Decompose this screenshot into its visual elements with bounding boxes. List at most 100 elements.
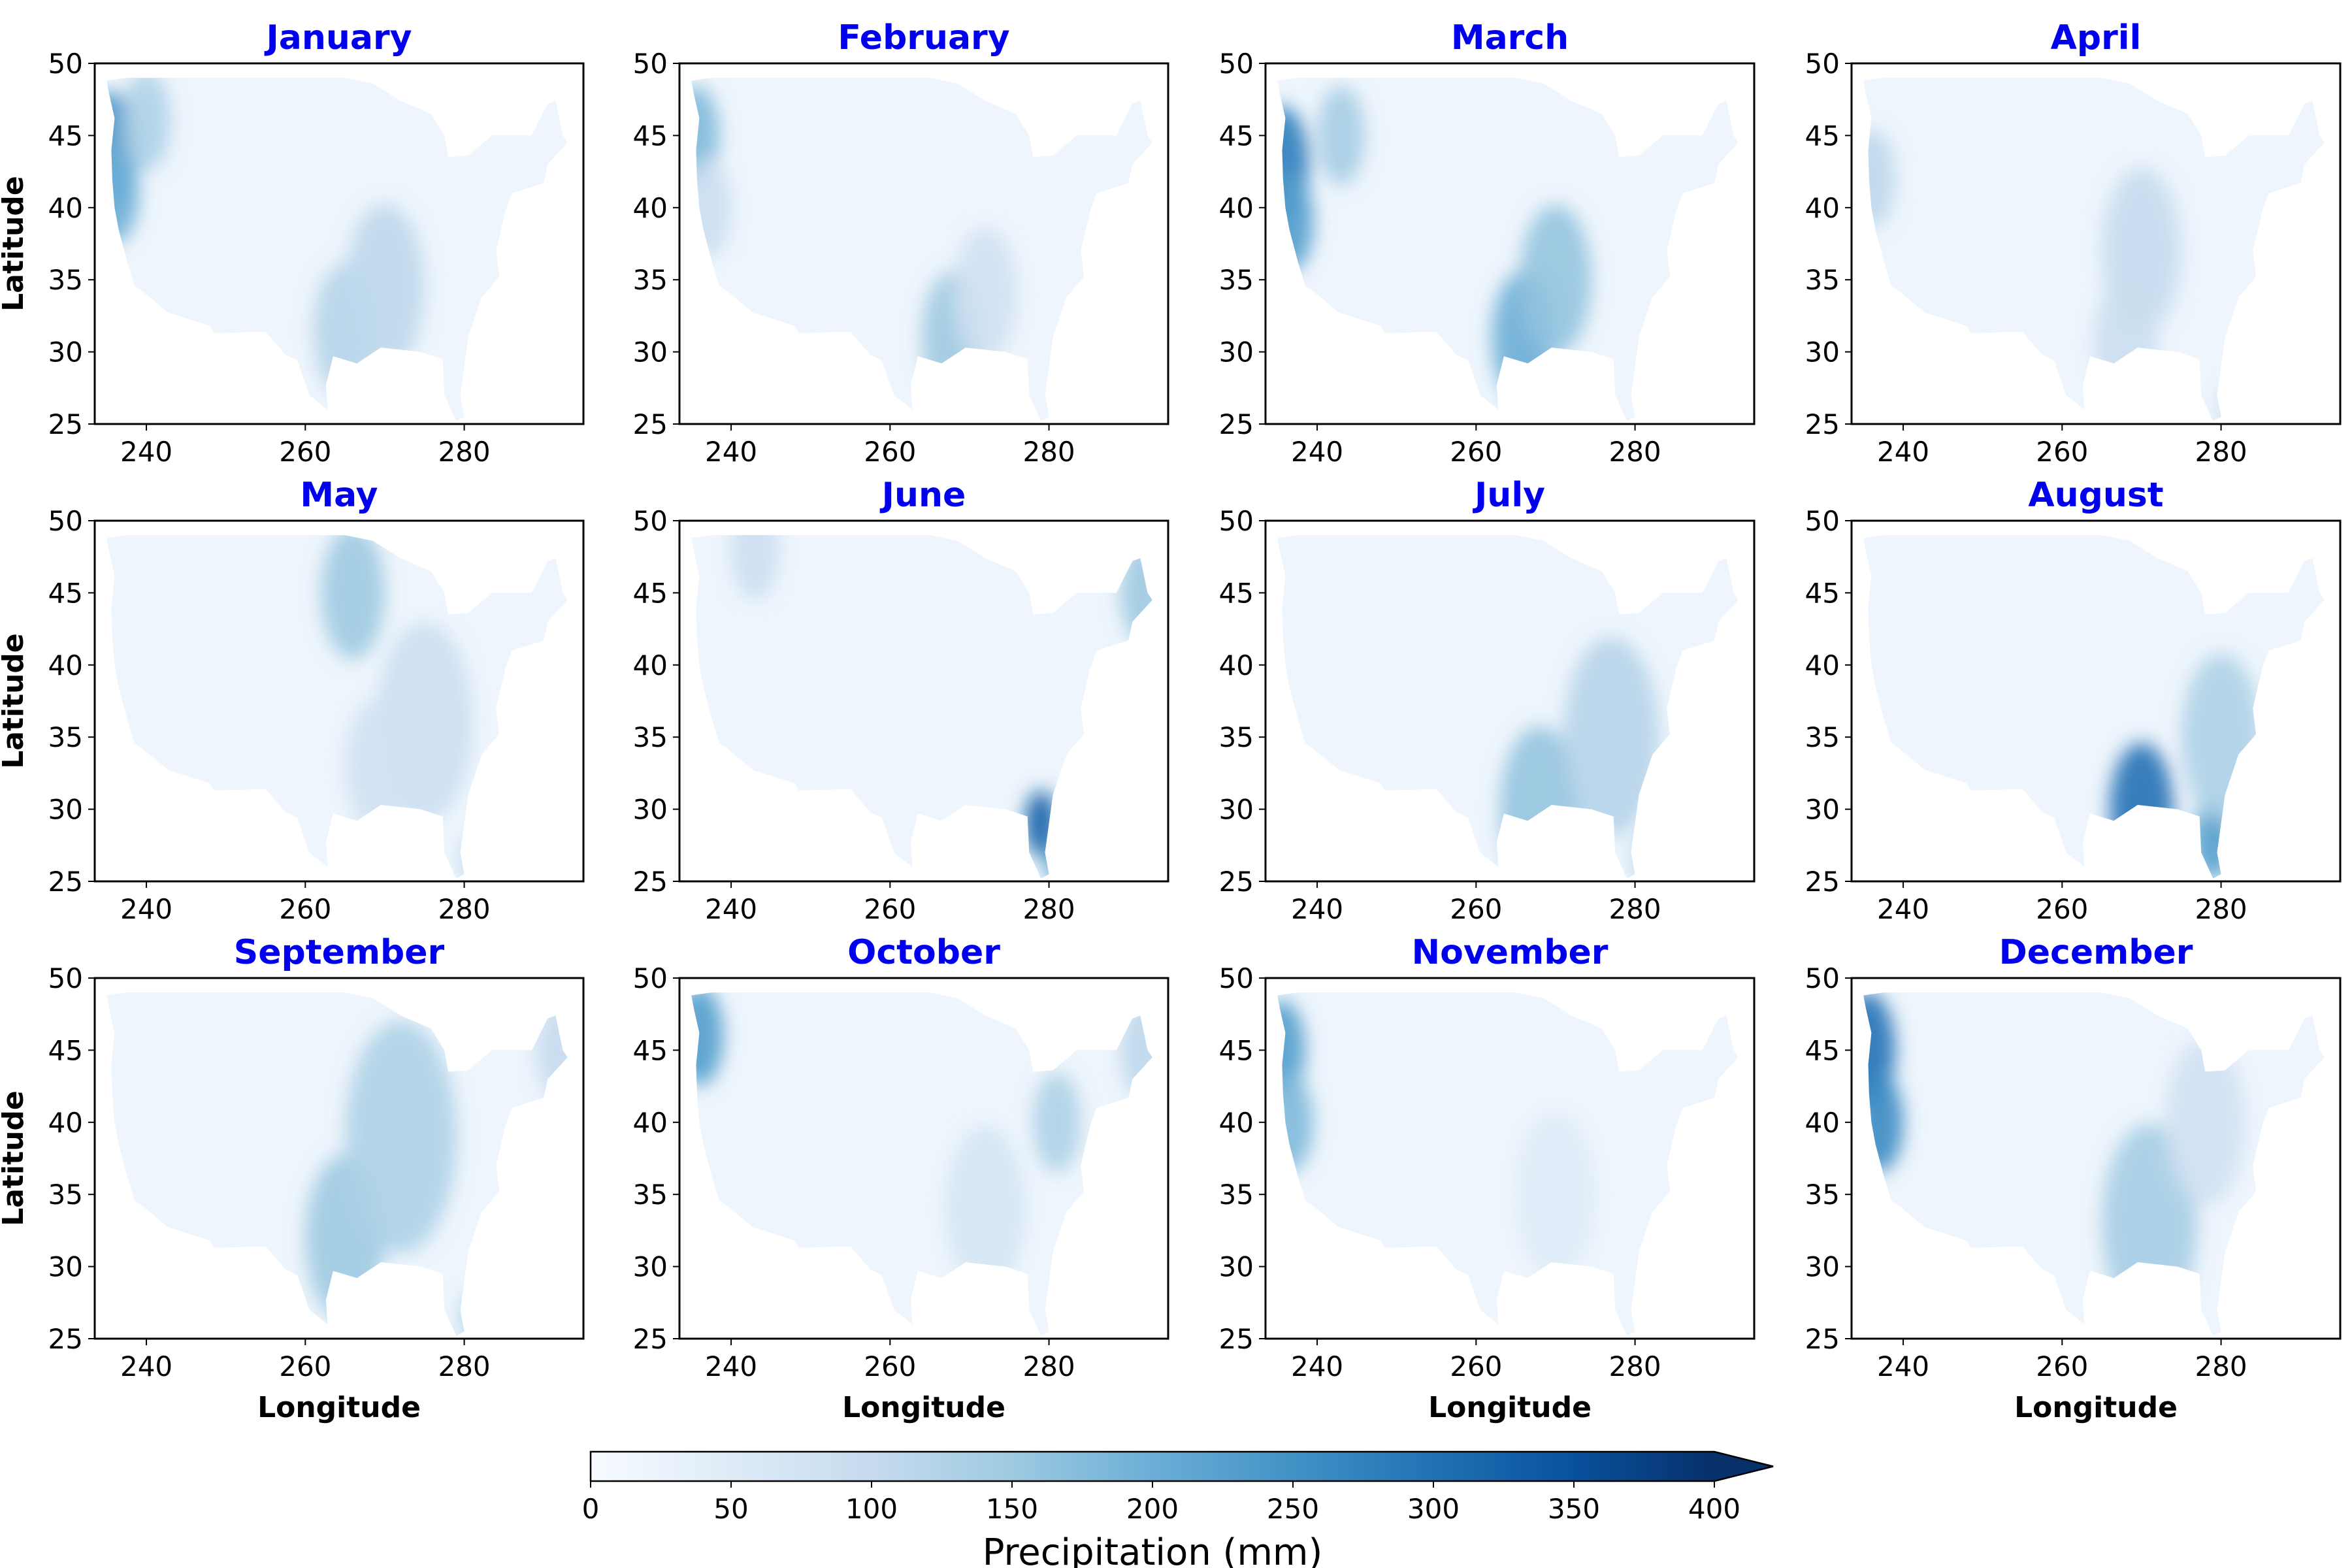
x-tick-label: 280 xyxy=(438,1350,490,1382)
y-tick-label: 50 xyxy=(48,505,83,537)
panel-january: January 25 30 35 40 45 50 240 260 280 Latitude xyxy=(0,18,585,468)
x-tick-label: 280 xyxy=(2195,893,2247,925)
y-axis-label: Latitude xyxy=(0,176,30,312)
y-tick-label: 40 xyxy=(1805,192,1840,224)
y-tick-label: 50 xyxy=(633,962,668,994)
y-tick-label: 45 xyxy=(48,577,83,609)
axes-frame xyxy=(1264,977,1756,1340)
x-tick-label: 280 xyxy=(1022,436,1075,468)
precip-hotspot xyxy=(1120,1000,1152,1100)
precip-hotspot xyxy=(106,143,139,243)
axes-frame xyxy=(93,977,585,1340)
axes-frame xyxy=(678,519,1169,883)
y-tick-label: 30 xyxy=(1219,1251,1254,1283)
y-tick-label: 25 xyxy=(633,1323,668,1355)
x-tick-label: 280 xyxy=(2195,1350,2247,1382)
conus-land xyxy=(691,992,1152,1336)
x-tick-label: 280 xyxy=(1022,893,1075,925)
y-tick-label: 45 xyxy=(1805,120,1840,152)
colorbar-tick-label: 100 xyxy=(845,1493,898,1525)
y-tick-label: 45 xyxy=(1805,1034,1840,1066)
axes-frame xyxy=(93,62,585,425)
x-axis-label: Longitude xyxy=(257,1391,421,1424)
colorbar-tick-label: 350 xyxy=(1548,1493,1600,1525)
precip-hotspot xyxy=(345,1021,457,1253)
conus-land xyxy=(1277,535,1739,879)
y-tick-label: 40 xyxy=(48,649,83,681)
conus-land xyxy=(1863,78,2325,421)
y-tick-label: 25 xyxy=(1805,408,1840,440)
conus-land xyxy=(1863,992,2325,1336)
y-tick-label: 45 xyxy=(1805,577,1840,609)
panel-september: September 25 30 35 40 45 50 240 260 280 Latitude Lo… xyxy=(0,933,585,1424)
precip-hotspot xyxy=(2165,1039,2245,1205)
x-tick-label: 240 xyxy=(1877,893,1929,925)
y-tick-label: 25 xyxy=(48,866,83,898)
x-tick-label: 260 xyxy=(279,893,331,925)
y-tick-label: 35 xyxy=(1805,264,1840,296)
precip-hotspot xyxy=(1563,637,1659,837)
y-tick-label: 50 xyxy=(1805,962,1840,994)
y-tick-label: 50 xyxy=(1219,962,1254,994)
precip-hotspot xyxy=(2093,278,2158,412)
x-axis-label: Longitude xyxy=(2014,1391,2178,1424)
x-tick-label: 240 xyxy=(120,893,172,925)
axes-frame xyxy=(1850,977,2342,1340)
y-tick-label: 35 xyxy=(1805,721,1840,753)
precip-hotspot xyxy=(1045,834,1069,879)
panel-title: October xyxy=(847,933,1000,972)
y-tick-label: 40 xyxy=(48,1107,83,1139)
colorbar-tick-label: 400 xyxy=(1688,1493,1740,1525)
y-tick-label: 40 xyxy=(1805,649,1840,681)
y-tick-label: 25 xyxy=(48,1323,83,1355)
axes-frame xyxy=(1264,62,1756,425)
panel-title: January xyxy=(264,18,412,57)
panel-march: March 25 30 35 40 45 50 240 260 280 xyxy=(1219,18,1756,468)
colorbar-tick-label: 250 xyxy=(1267,1493,1319,1525)
y-tick-label: 35 xyxy=(48,1179,83,1211)
y-tick-label: 40 xyxy=(633,192,668,224)
panel-may: May 25 30 35 40 45 50 240 260 280 Latitude xyxy=(0,476,585,925)
panel-november: November 25 30 35 40 45 50 240 260 280 Longitude xyxy=(1219,933,1756,1424)
precip-hotspot xyxy=(321,535,385,659)
y-tick-label: 25 xyxy=(633,408,668,440)
precip-hotspot xyxy=(536,1000,568,1100)
colorbar-outline xyxy=(589,1450,1774,1482)
y-tick-label: 50 xyxy=(633,48,668,80)
panel-title: August xyxy=(2028,476,2163,515)
y-tick-label: 45 xyxy=(633,577,668,609)
precip-hotspot xyxy=(345,204,425,370)
y-tick-label: 30 xyxy=(1219,794,1254,826)
x-tick-label: 240 xyxy=(1291,893,1343,925)
y-axis-label: Latitude xyxy=(0,633,30,769)
panel-title: April xyxy=(2051,18,2142,57)
x-tick-label: 260 xyxy=(2036,1350,2088,1382)
colorbar-label: Precipitation (mm) xyxy=(983,1531,1323,1568)
y-tick-label: 35 xyxy=(1219,1179,1254,1211)
x-tick-label: 240 xyxy=(1877,436,1929,468)
panel-title: December xyxy=(1999,933,2193,972)
y-tick-label: 35 xyxy=(1805,1179,1840,1211)
conus-land xyxy=(106,78,568,421)
colorbar-tick-label: 0 xyxy=(582,1493,600,1525)
axes-frame xyxy=(93,519,585,883)
precip-hotspot xyxy=(1863,1072,1904,1172)
panel-title: March xyxy=(1451,18,1569,57)
y-tick-label: 35 xyxy=(48,264,83,296)
y-tick-label: 25 xyxy=(633,866,668,898)
y-tick-label: 30 xyxy=(1805,794,1840,826)
colorbar-tick-label: 200 xyxy=(1126,1493,1179,1525)
colorbar: 0 50 100 150 200 250 300 350 400 Precipitation (m… xyxy=(582,1450,1774,1568)
x-tick-label: 260 xyxy=(864,1350,916,1382)
y-tick-label: 30 xyxy=(48,336,83,368)
y-tick-label: 45 xyxy=(633,120,668,152)
y-tick-label: 45 xyxy=(48,1034,83,1066)
y-tick-label: 25 xyxy=(1805,1323,1840,1355)
precip-hotspot xyxy=(691,157,732,257)
x-tick-label: 260 xyxy=(1450,893,1502,925)
y-tick-label: 45 xyxy=(1219,577,1254,609)
panel-december: December 25 30 35 40 45 50 240 260 280 Longitude xyxy=(1805,933,2342,1424)
precip-field xyxy=(321,535,484,879)
panel-title: February xyxy=(838,18,1009,57)
precip-hotspot xyxy=(1317,86,1365,186)
